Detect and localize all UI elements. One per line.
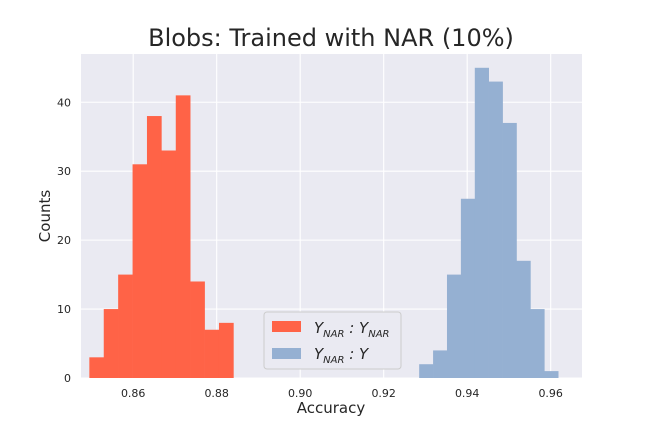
x-axis-label: Accuracy <box>297 399 366 417</box>
histogram-bar-series-0 <box>175 95 191 379</box>
histogram-bar-series-0 <box>204 329 220 378</box>
y-tick-label: 10 <box>57 303 71 316</box>
y-tick-label: 0 <box>64 372 71 385</box>
y-tick-label: 30 <box>57 165 71 178</box>
histogram-bar-series-0 <box>89 357 105 378</box>
x-tick-label: 0.96 <box>538 387 563 400</box>
x-tick-labels: 0.86 0.88 0.90 0.92 0.94 0.96 <box>121 387 563 400</box>
x-tick-label: 0.92 <box>371 387 396 400</box>
histogram-bar-series-1 <box>516 260 531 378</box>
histogram-bar-series-0 <box>103 309 119 378</box>
histogram-bar-series-1 <box>474 67 489 378</box>
histogram-bar-series-1 <box>446 274 462 378</box>
legend-swatch-ynar-ynar <box>272 321 301 332</box>
histogram-bar-series-0 <box>118 274 133 378</box>
y-tick-label: 20 <box>57 234 71 247</box>
histogram-bar-series-0 <box>218 322 234 378</box>
x-tick-label: 0.94 <box>455 387 480 400</box>
histogram-bar-series-1 <box>544 371 559 378</box>
histogram-bar-series-1 <box>488 81 503 379</box>
histogram-bar-series-0 <box>146 116 162 379</box>
x-tick-label: 0.90 <box>288 387 313 400</box>
x-tick-label: 0.86 <box>121 387 146 400</box>
y-tick-labels: 0 10 20 30 40 <box>57 96 71 385</box>
histogram-bar-series-0 <box>132 164 148 378</box>
y-axis-label: Counts <box>36 190 54 243</box>
histogram-bar-series-1 <box>433 350 448 378</box>
x-tick-label: 0.88 <box>204 387 229 400</box>
histogram-bar-series-0 <box>190 281 205 378</box>
histogram-bar-series-1 <box>502 122 517 378</box>
histogram-bar-series-1 <box>419 364 434 378</box>
histogram-bar-series-0 <box>161 150 177 378</box>
legend-swatch-ynar-y <box>272 348 301 359</box>
histogram-bar-series-1 <box>460 198 476 378</box>
histogram-bar-series-1 <box>530 309 545 378</box>
chart-title: Blobs: Trained with NAR (10%) <box>148 24 514 52</box>
y-tick-label: 40 <box>57 96 71 109</box>
bars <box>89 67 559 379</box>
legend: YNAR : YNAR YNAR : Y <box>263 311 402 370</box>
